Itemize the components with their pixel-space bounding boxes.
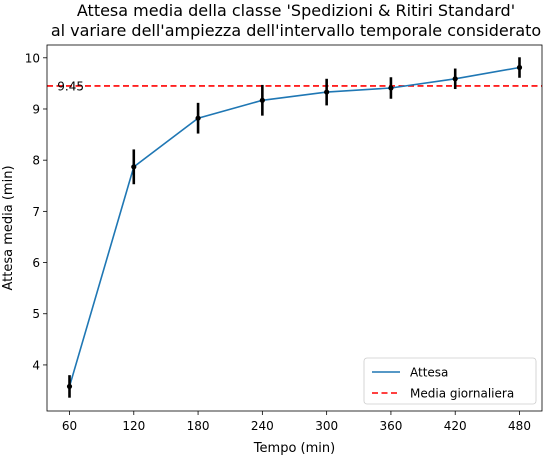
chart-title-line-1: Attesa media della classe 'Spedizioni & … (77, 1, 515, 20)
y-axis: 4 5 6 7 8 9 10 (25, 51, 47, 372)
x-tick-label: 180 (187, 419, 210, 433)
x-tick-label: 360 (379, 419, 402, 433)
legend-label-attesa: Attesa (410, 366, 448, 380)
legend: Attesa Media giornaliera (363, 357, 537, 405)
y-tick-label: 5 (32, 307, 40, 321)
x-tick-label: 480 (508, 419, 531, 433)
data-point (388, 85, 394, 91)
data-point (452, 76, 458, 82)
data-point (66, 383, 73, 390)
data-point (195, 115, 201, 121)
legend-label-media-giornaliera: Media giornaliera (410, 387, 514, 401)
y-tick-label: 10 (25, 51, 40, 65)
reference-line-label: 9.45 (57, 79, 84, 93)
y-tick-label: 4 (32, 358, 40, 372)
y-tick-label: 9 (32, 102, 40, 116)
series-line-attesa (68, 66, 520, 387)
x-axis: 60 120 180 240 300 360 420 480 (62, 411, 531, 433)
legend-box (363, 357, 537, 405)
y-axis-label: Attesa media (min) (1, 165, 16, 290)
x-tick-label: 60 (62, 419, 77, 433)
y-tick-label: 7 (32, 205, 40, 219)
chart-title-line-2: al variare dell'ampiezza dell'intervallo… (51, 21, 541, 40)
data-point (131, 164, 137, 170)
x-tick-label: 420 (444, 419, 467, 433)
data-points (66, 64, 523, 390)
x-tick-label: 300 (315, 419, 338, 433)
y-tick-label: 6 (32, 256, 40, 270)
data-point (516, 64, 523, 71)
plot-frame (46, 44, 543, 412)
x-tick-label: 240 (251, 419, 274, 433)
plot-area (47, 45, 542, 411)
y-tick-label: 8 (32, 154, 40, 168)
x-axis-label: Tempo (min) (253, 441, 335, 456)
data-point (259, 97, 265, 103)
data-point (324, 89, 330, 95)
x-tick-label: 120 (122, 419, 145, 433)
